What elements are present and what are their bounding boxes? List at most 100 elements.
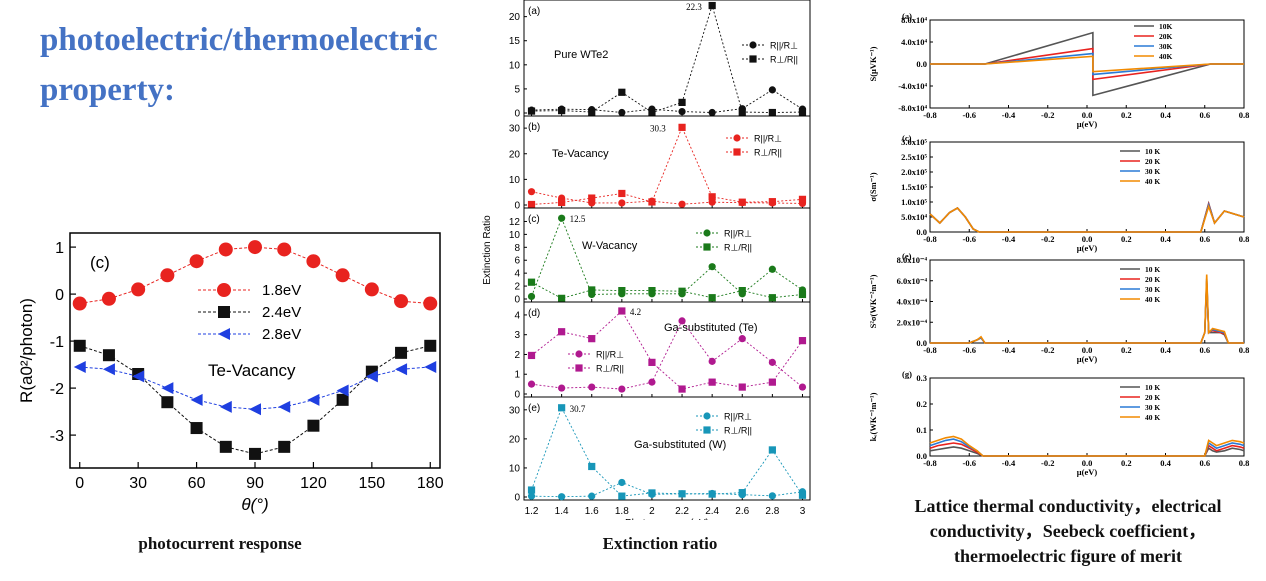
data-point: [618, 478, 626, 487]
data-point: [618, 88, 626, 96]
data-point: [708, 1, 716, 10]
legend-label: 10K: [1159, 22, 1173, 31]
y-tick-label: -2: [50, 381, 64, 398]
data-point: [708, 490, 716, 498]
y-tick-label: -4.0x10⁴: [898, 81, 927, 91]
legend-marker: [703, 412, 711, 420]
series-line: [930, 282, 1244, 344]
y-tick-label: 10: [509, 230, 521, 241]
legend-label: 20 K: [1145, 157, 1160, 166]
data-point: [190, 393, 203, 406]
data-point: [738, 108, 746, 116]
y-tick-label: 0: [514, 201, 520, 212]
legend-label: R||/R⊥: [724, 229, 752, 239]
data-point: [219, 400, 232, 413]
data-point: [708, 263, 716, 271]
data-point: [277, 242, 292, 257]
legend-label: 2.8eV: [262, 326, 301, 343]
data-point: [708, 378, 716, 386]
y-tick-label: 0: [55, 287, 64, 304]
data-point: [678, 123, 686, 131]
legend-label: 20 K: [1145, 275, 1160, 284]
data-point: [558, 328, 566, 336]
y-tick-label: 20: [509, 12, 521, 23]
data-point: [527, 188, 536, 196]
data-point: [558, 214, 566, 222]
caption-extinction: Extinction ratio: [602, 534, 718, 553]
legend-marker: [218, 306, 230, 318]
x-tick-label: -0.8: [923, 234, 936, 244]
y-axis-label: Extinction Ratio: [482, 215, 493, 285]
x-tick-label: 2.8: [765, 506, 779, 517]
legend-label: R||/R⊥: [724, 412, 752, 422]
x-tick-label: -0.2: [1041, 110, 1054, 120]
data-point: [73, 339, 86, 352]
y-tick-label: 8.0x10⁴: [901, 15, 927, 25]
legend-marker: [703, 243, 711, 251]
peak-label: 4.2: [630, 307, 641, 317]
data-point: [248, 240, 262, 255]
data-point: [307, 419, 320, 432]
y-tick-label: 4: [514, 310, 520, 321]
data-point: [678, 200, 686, 208]
data-point: [394, 294, 409, 309]
x-tick-label: -0.6: [963, 345, 976, 355]
y-tick-label: 0.2: [916, 399, 927, 409]
x-tick-label: -0.4: [1002, 345, 1016, 355]
data-point: [190, 422, 203, 435]
panel-label: (b): [528, 122, 540, 133]
data-point: [306, 254, 321, 269]
y-tick-label: 0: [514, 295, 520, 306]
y-tick-label: 5.0x10⁴: [901, 212, 927, 222]
data-point: [588, 335, 596, 343]
x-tick-label: 0.4: [1160, 458, 1171, 468]
data-point: [219, 440, 232, 453]
legend-marker: [749, 41, 757, 49]
panel-label: (g): [902, 369, 912, 379]
legend-label: 10 K: [1145, 265, 1160, 274]
data-point: [101, 291, 116, 306]
x-axis-label: μ(eV): [1077, 119, 1098, 129]
slide-heading-line2: property:: [40, 72, 176, 108]
series-line: [531, 481, 803, 498]
x-tick-label: -0.6: [963, 458, 976, 468]
data-point: [131, 282, 146, 297]
x-tick-label: 2.4: [705, 506, 719, 517]
panel-frame: [523, 115, 811, 209]
data-point: [558, 384, 566, 392]
y-tick-label: 0: [514, 390, 520, 401]
data-point: [73, 360, 86, 373]
y-tick-label: 4.0x10⁴: [901, 37, 927, 47]
x-tick-label: 0.8: [1239, 458, 1250, 468]
x-tick-label: 0.2: [1121, 234, 1132, 244]
x-tick-label: 120: [300, 475, 327, 492]
panel-title: Ga-substituted (Te): [664, 322, 758, 334]
plot-frame: [69, 232, 441, 469]
data-point: [738, 287, 746, 295]
legend-label: R⊥/R||: [724, 243, 752, 253]
y-tick-label: 4: [514, 269, 520, 280]
y-tick-label: 4.0x10⁻⁴: [897, 297, 928, 307]
data-point: [335, 268, 350, 283]
x-tick-label: 0.6: [1199, 458, 1210, 468]
series-line: [929, 203, 1245, 233]
legend-label: 10 K: [1145, 147, 1160, 156]
data-point: [678, 317, 686, 325]
data-point: [424, 360, 437, 373]
panel-label: (a): [528, 6, 540, 17]
data-point: [249, 447, 261, 460]
data-point: [249, 403, 261, 416]
legend-marker: [733, 148, 741, 156]
x-tick-label: 1.8: [615, 506, 629, 517]
panel-frame: [523, 207, 811, 303]
data-point: [395, 346, 408, 359]
data-point: [768, 492, 776, 500]
legend-label: R⊥/R||: [596, 364, 624, 374]
x-tick-label: 90: [246, 475, 264, 492]
x-tick-label: -0.6: [963, 234, 976, 244]
y-tick-label: 1: [55, 240, 64, 257]
legend-marker: [217, 283, 231, 297]
panel-title: W-Vacancy: [582, 240, 638, 252]
